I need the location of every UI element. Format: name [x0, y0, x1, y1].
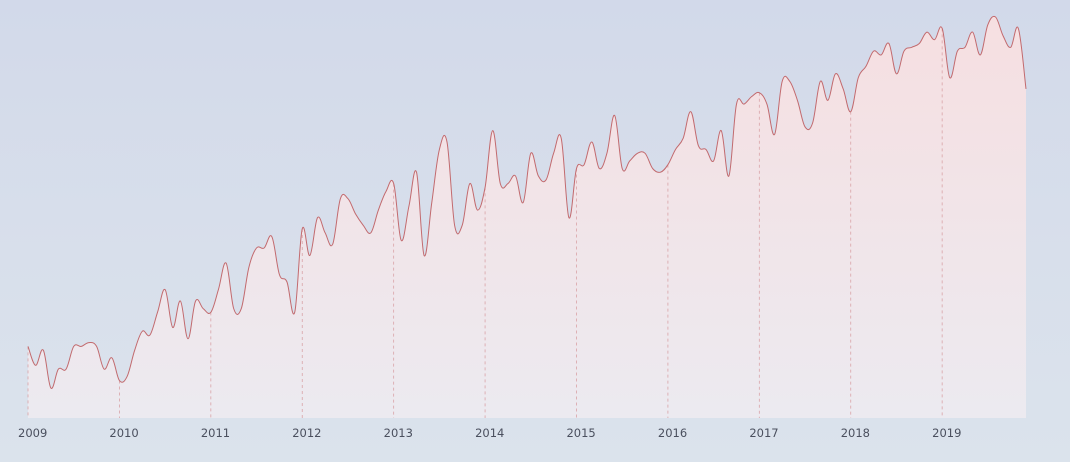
- x-tick-label-2019: 2019: [932, 426, 961, 440]
- x-tick-label-2012: 2012: [292, 426, 321, 440]
- x-tick-label-2016: 2016: [658, 426, 687, 440]
- x-tick-label-2011: 2011: [201, 426, 230, 440]
- x-tick-label-2009: 2009: [18, 426, 47, 440]
- x-tick-label-2017: 2017: [749, 426, 778, 440]
- x-tick-label-2015: 2015: [566, 426, 595, 440]
- x-tick-label-2010: 2010: [109, 426, 138, 440]
- x-tick-label-2018: 2018: [841, 426, 870, 440]
- area-fill: [28, 16, 1026, 418]
- series-line: [27, 15, 1027, 389]
- gridlines: [27, 28, 943, 418]
- x-tick-label-2013: 2013: [384, 426, 413, 440]
- x-axis-tick-labels: 2009 2010 2011 2012 2013 2014 2015 2016 2017 2018…: [18, 426, 961, 440]
- x-tick-label-2014: 2014: [475, 426, 504, 440]
